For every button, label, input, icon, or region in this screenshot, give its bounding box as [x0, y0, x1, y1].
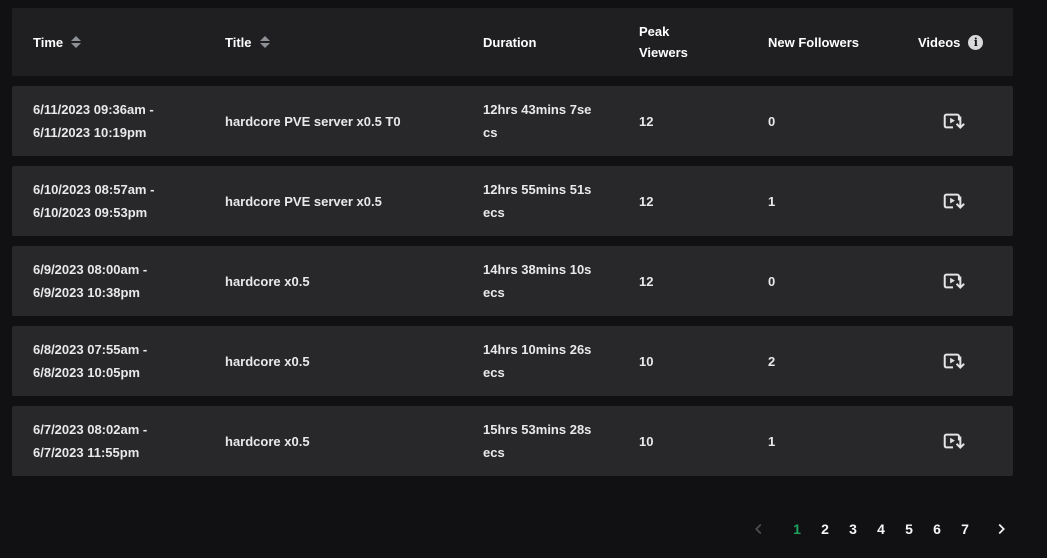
- video-export-button[interactable]: [940, 348, 966, 374]
- new-followers-cell: 2: [768, 353, 776, 369]
- time-end: 6/11/2023 10:19pm: [33, 125, 147, 140]
- peak-viewers-cell: 12: [639, 193, 654, 209]
- time-end: 6/7/2023 11:55pm: [33, 445, 140, 460]
- title-cell: hardcore x0.5: [225, 353, 310, 369]
- column-header-title[interactable]: Title: [225, 35, 483, 50]
- page-6-button[interactable]: 6: [923, 521, 951, 537]
- info-icon[interactable]: i: [968, 34, 984, 50]
- duration-header-label: Duration: [483, 34, 537, 50]
- video-export-button[interactable]: [940, 268, 966, 294]
- videos-cell: [940, 428, 966, 454]
- time-start: 6/10/2023 08:57am -: [33, 182, 155, 197]
- chevron-right-icon[interactable]: [989, 517, 1013, 541]
- page-1-button[interactable]: 1: [783, 521, 811, 537]
- peak-viewers-header-label: Peak Viewers: [639, 24, 688, 60]
- column-header-new-followers: New Followers: [768, 35, 918, 50]
- peak-viewers-cell: 12: [639, 273, 654, 289]
- new-followers-cell: 1: [768, 433, 776, 449]
- time-cell: 6/11/2023 09:36am - 6/11/2023 10:19pm: [33, 98, 225, 144]
- title-cell: hardcore PVE server x0.5 T0: [225, 113, 401, 129]
- video-export-icon: [943, 113, 965, 130]
- video-export-icon: [943, 433, 965, 450]
- column-header-duration: Duration: [483, 35, 639, 50]
- title-cell: hardcore x0.5: [225, 273, 310, 289]
- time-start: 6/8/2023 07:55am -: [33, 342, 148, 357]
- page-5-button[interactable]: 5: [895, 521, 923, 537]
- video-export-button[interactable]: [940, 428, 966, 454]
- duration-cell: 14hrs 38mins 10secs: [483, 262, 592, 300]
- sort-icon[interactable]: [259, 36, 270, 48]
- videos-cell: [940, 188, 966, 214]
- duration-cell: 12hrs 43mins 7secs: [483, 102, 592, 140]
- time-start: 6/9/2023 08:00am -: [33, 262, 148, 277]
- peak-viewers-cell: 10: [639, 433, 654, 449]
- chevron-left-icon[interactable]: [747, 517, 771, 541]
- videos-cell: [940, 348, 966, 374]
- new-followers-header-label: New Followers: [768, 34, 860, 50]
- title-cell: hardcore x0.5: [225, 433, 310, 449]
- videos-cell: [940, 108, 966, 134]
- time-start: 6/11/2023 09:36am -: [33, 102, 154, 117]
- video-export-icon: [943, 273, 965, 290]
- table-row: 6/10/2023 08:57am - 6/10/2023 09:53pm ha…: [12, 166, 1013, 236]
- pagination: 1 2 3 4 5 6 7: [12, 514, 1013, 544]
- duration-cell: 14hrs 10mins 26secs: [483, 342, 592, 380]
- table-header-row: Time Title Duration Peak Viewers New Fol…: [12, 8, 1013, 76]
- page-3-button[interactable]: 3: [839, 521, 867, 537]
- table-row: 6/8/2023 07:55am - 6/8/2023 10:05pm hard…: [12, 326, 1013, 396]
- time-cell: 6/8/2023 07:55am - 6/8/2023 10:05pm: [33, 338, 225, 384]
- new-followers-cell: 1: [768, 193, 776, 209]
- table-row: 6/7/2023 08:02am - 6/7/2023 11:55pm hard…: [12, 406, 1013, 476]
- time-end: 6/10/2023 09:53pm: [33, 205, 148, 220]
- video-export-button[interactable]: [940, 188, 966, 214]
- time-header-label: Time: [33, 34, 64, 50]
- table-row: 6/9/2023 08:00am - 6/9/2023 10:38pm hard…: [12, 246, 1013, 316]
- video-export-button[interactable]: [940, 108, 966, 134]
- duration-cell: 15hrs 53mins 28secs: [483, 422, 592, 460]
- time-cell: 6/9/2023 08:00am - 6/9/2023 10:38pm: [33, 258, 225, 304]
- videos-header-label: Videos: [918, 34, 961, 50]
- new-followers-cell: 0: [768, 113, 776, 129]
- column-header-videos: Videos i: [918, 34, 1013, 50]
- time-cell: 6/10/2023 08:57am - 6/10/2023 09:53pm: [33, 178, 225, 224]
- duration-cell: 12hrs 55mins 51secs: [483, 182, 592, 220]
- column-header-time[interactable]: Time: [33, 35, 225, 50]
- title-cell: hardcore PVE server x0.5: [225, 193, 382, 209]
- video-export-icon: [943, 353, 965, 370]
- time-end: 6/8/2023 10:05pm: [33, 365, 140, 380]
- new-followers-cell: 0: [768, 273, 776, 289]
- time-start: 6/7/2023 08:02am -: [33, 422, 148, 437]
- page-7-button[interactable]: 7: [951, 521, 979, 537]
- table-row: 6/11/2023 09:36am - 6/11/2023 10:19pm ha…: [12, 86, 1013, 156]
- past-streams-table: Time Title Duration Peak Viewers New Fol…: [12, 8, 1013, 476]
- page-2-button[interactable]: 2: [811, 521, 839, 537]
- title-header-label: Title: [225, 34, 252, 50]
- column-header-peak-viewers: Peak Viewers: [639, 21, 768, 63]
- video-export-icon: [943, 193, 965, 210]
- videos-cell: [940, 268, 966, 294]
- sort-icon[interactable]: [71, 36, 82, 48]
- stream-summary-page: Time Title Duration Peak Viewers New Fol…: [12, 8, 1013, 544]
- peak-viewers-cell: 10: [639, 353, 654, 369]
- page-4-button[interactable]: 4: [867, 521, 895, 537]
- peak-viewers-cell: 12: [639, 113, 654, 129]
- time-cell: 6/7/2023 08:02am - 6/7/2023 11:55pm: [33, 418, 225, 464]
- time-end: 6/9/2023 10:38pm: [33, 285, 140, 300]
